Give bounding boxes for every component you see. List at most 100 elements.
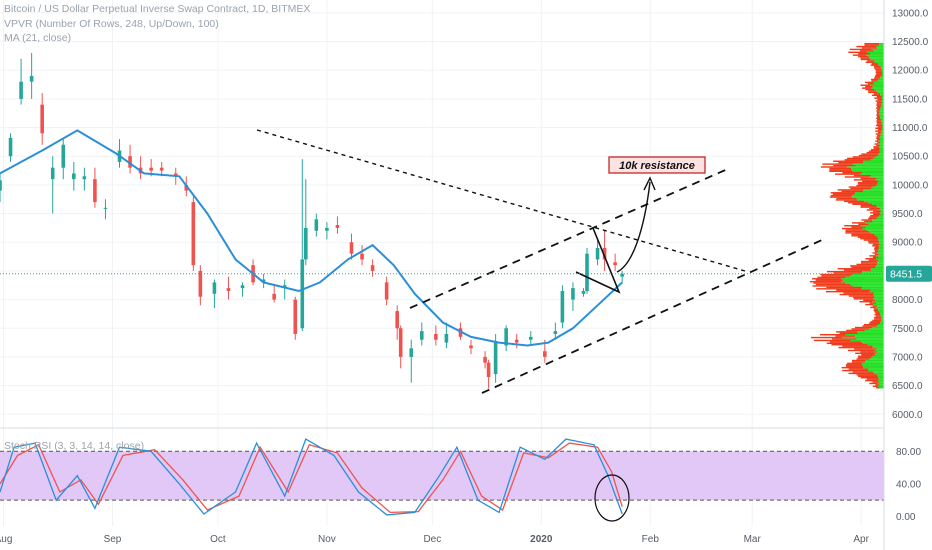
vp-bar-down (833, 272, 862, 274)
vp-bar-up (870, 269, 884, 271)
vp-bar-up (874, 349, 884, 352)
candle-body (198, 270, 203, 297)
oversold-circle[interactable] (594, 474, 630, 522)
vp-bar-up (881, 120, 884, 122)
vp-bar-up (874, 88, 884, 91)
vp-bar-up (880, 321, 884, 323)
vp-bar-down (876, 96, 883, 98)
drawing-tools[interactable]: 10k resistance (256, 129, 823, 394)
channel-lower-line[interactable] (481, 239, 823, 394)
vp-bar-down (876, 144, 881, 147)
vp-bar-down (875, 74, 882, 76)
time-axis[interactable]: Aug Sep Oct Nov Dec 2020 Feb Mar Apr (0, 534, 870, 545)
vp-bar-up (881, 127, 884, 129)
stoch-band (0, 451, 884, 501)
resistance-label-box[interactable] (608, 156, 706, 174)
vp-bar-down (864, 81, 874, 84)
vp-bar-up (881, 73, 884, 75)
projection-arrow[interactable] (616, 181, 651, 273)
vp-bar-down (855, 352, 875, 355)
price-tick-label: 10500.0 (892, 152, 929, 163)
time-tick-label: Apr (853, 534, 869, 545)
vp-bar-up (878, 237, 884, 240)
vp-bar-up (878, 180, 884, 183)
vpvr-legend[interactable]: VPVR (Number Of Rows, 248, Up/Down, 100) (4, 17, 219, 30)
vp-bar-down (875, 100, 882, 102)
vp-bar-up (875, 235, 884, 237)
candle-body (349, 242, 354, 254)
last-price-value: 8451.5 (890, 269, 922, 281)
vp-bar-down (877, 108, 881, 111)
vp-bar-down (820, 273, 853, 276)
time-tick-label: Mar (744, 534, 762, 545)
stoch-axis[interactable]: 80.00 40.00 0.00 (896, 447, 921, 523)
vp-bar-up (854, 193, 884, 195)
vp-bar-up (878, 379, 884, 382)
vp-bar-up (878, 239, 884, 241)
vp-bar-up (878, 78, 884, 81)
vp-bar-up (880, 313, 884, 316)
vp-bar-down (876, 120, 882, 122)
candle-body (272, 293, 276, 300)
vp-bar-up (865, 359, 884, 362)
vp-bar-down (841, 190, 863, 193)
vp-bar-up (872, 345, 884, 347)
resistance-label: 10k resistance (619, 160, 695, 172)
vp-bar-down (876, 387, 880, 389)
vp-bar-up (856, 197, 884, 200)
vp-bar-down (873, 147, 880, 150)
vp-bar-up (872, 355, 884, 357)
vp-bar-down (858, 55, 869, 58)
vp-bar-down (845, 230, 869, 233)
candle-body (595, 247, 600, 260)
symbol-title[interactable]: Bitcoin / US Dollar Perpetual Inverse Sw… (4, 3, 311, 15)
vp-bar-down (839, 293, 874, 296)
vp-bar-up (871, 187, 884, 190)
ma-legend[interactable]: MA (21, close) (4, 32, 72, 44)
vp-bar-down (860, 84, 870, 86)
vp-bar-down (844, 225, 861, 227)
vp-bar-up (881, 315, 884, 317)
vp-bar-down (856, 184, 877, 187)
candle-body (40, 104, 44, 134)
vp-bar-up (879, 137, 884, 140)
vp-bar-down (849, 48, 872, 51)
vp-bar-up (871, 174, 884, 177)
vp-bar-down (853, 298, 874, 300)
candle-body (8, 137, 13, 157)
vp-bar-up (873, 81, 884, 84)
vp-bar-down (826, 270, 863, 273)
vp-bar-up (874, 233, 884, 236)
vp-bar-down (862, 87, 872, 89)
vp-bar-down (866, 151, 880, 154)
vp-bar-up (864, 200, 884, 203)
vp-bar-up (843, 279, 884, 281)
vp-bar-down (851, 235, 876, 237)
vp-bar-up (879, 378, 884, 380)
vp-bar-down (868, 259, 879, 261)
vp-bar-down (851, 226, 866, 228)
price-grid (0, 0, 884, 526)
vp-bar-down (852, 156, 876, 158)
vp-bar-down (836, 289, 871, 291)
vp-bar-down (876, 117, 881, 119)
vp-bar-up (845, 282, 884, 284)
stoch-legend[interactable]: Stoch RSI (3, 3, 14, 14, close) (4, 440, 145, 452)
channel-upper-line[interactable] (409, 167, 731, 309)
price-tick-label: 9500.0 (892, 209, 923, 220)
vp-bar-down (873, 316, 882, 319)
vp-bar-up (869, 84, 884, 86)
vp-bar-up (868, 202, 884, 204)
vp-bar-up (879, 240, 884, 243)
vp-bar-down (839, 332, 858, 334)
vp-bar-up (879, 114, 884, 117)
wedge-drawing[interactable] (575, 227, 621, 294)
vp-bar-down (862, 180, 879, 183)
vp-bar-down (877, 118, 881, 121)
vp-bar-down (860, 204, 877, 207)
vp-bar-up (871, 356, 884, 359)
price-axis[interactable]: 13000.0 12500.0 12000.0 11500.0 11000.0 10500… (892, 8, 929, 420)
vp-bar-up (862, 270, 884, 273)
vp-bar-up (879, 150, 884, 152)
